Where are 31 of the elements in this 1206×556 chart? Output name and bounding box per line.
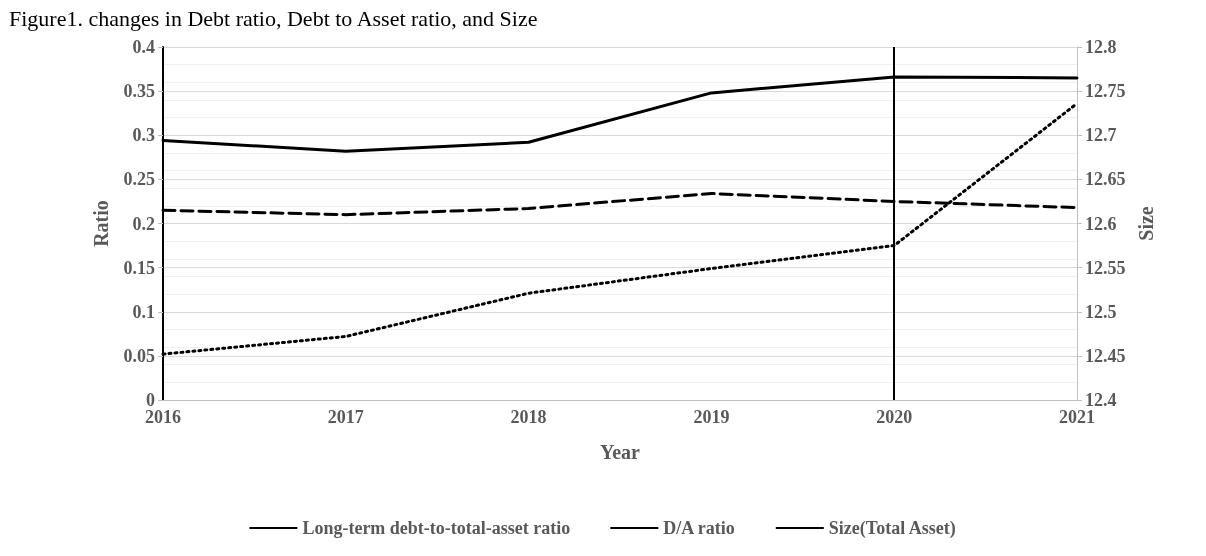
y-tick-label: 0 xyxy=(146,390,155,410)
legend-label: Long-term debt-to-total-asset ratio xyxy=(302,518,571,538)
y-tick-label: 0.3 xyxy=(132,125,155,146)
y2-tick-label: 12.6 xyxy=(1085,213,1117,234)
y2-tick-label: 12.75 xyxy=(1085,81,1126,102)
y2-tick-label: 12.65 xyxy=(1085,169,1126,190)
y2-axis-title: Size xyxy=(1135,206,1158,241)
y2-tick-label: 12.5 xyxy=(1085,301,1117,322)
legend-label: D/A ratio xyxy=(663,518,735,538)
y-tick-label: 0.05 xyxy=(123,345,155,366)
x-tick-label: 2017 xyxy=(327,407,364,427)
y-tick-label: 0.25 xyxy=(123,169,155,190)
x-tick-label: 2018 xyxy=(510,407,547,427)
chart-title: Figure1. changes in Debt ratio, Debt to Asset ratio, and Size xyxy=(9,5,538,31)
y-tick-label: 0.1 xyxy=(132,301,155,322)
y2-tick-label: 12.45 xyxy=(1085,345,1126,366)
y2-tick-label: 12.4 xyxy=(1085,390,1117,410)
y-tick-label: 0.15 xyxy=(123,257,155,278)
y-tick-label: 0.2 xyxy=(132,213,155,234)
y-tick-label: 0.4 xyxy=(132,37,155,57)
y-axis-title: Ratio xyxy=(90,200,112,247)
x-tick-label: 2019 xyxy=(693,407,730,427)
y2-tick-label: 12.55 xyxy=(1085,257,1126,278)
x-tick-label: 2016 xyxy=(145,407,181,427)
x-axis-title: Year xyxy=(600,441,641,463)
y2-tick-label: 12.8 xyxy=(1085,37,1117,57)
x-tick-label: 2021 xyxy=(1059,407,1095,427)
y2-tick-label: 12.7 xyxy=(1085,125,1117,146)
y-tick-label: 0.35 xyxy=(123,81,155,102)
legend-label: Size(Total Asset) xyxy=(828,518,956,539)
x-tick-label: 2020 xyxy=(876,407,913,427)
